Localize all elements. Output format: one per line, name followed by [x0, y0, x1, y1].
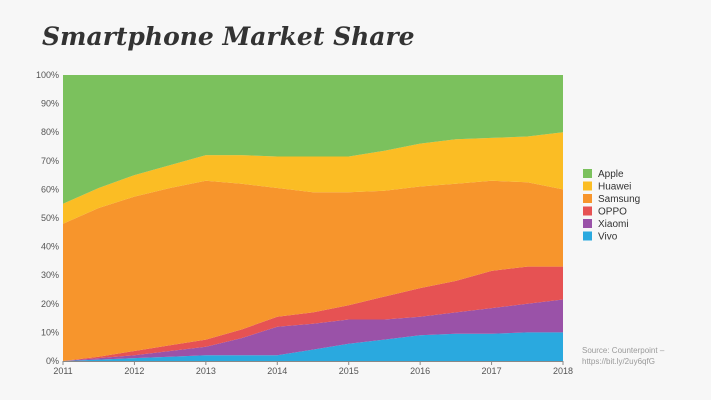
legend-swatch-samsung [583, 194, 592, 203]
y-tick-label: 70% [41, 156, 59, 166]
legend-label-oppo: OPPO [598, 207, 627, 218]
area-oppo [63, 266, 563, 361]
x-tick-label: 2013 [196, 366, 216, 376]
x-tick-label: 2011 [53, 366, 72, 376]
y-axis: 0% 10% 20% 30% 40% 50% 60% 70% 80% 90% 100% [36, 70, 59, 366]
legend-label-apple: Apple [598, 169, 624, 180]
y-tick-label: 90% [41, 99, 59, 109]
area-layers [63, 75, 563, 361]
y-tick-label: 20% [41, 299, 59, 309]
x-tick-label: 2015 [339, 366, 359, 376]
y-tick-label: 10% [41, 327, 59, 337]
area-vivo [63, 332, 563, 361]
legend-swatch-huawei [583, 181, 592, 191]
x-axis: 2011 2012 2013 2014 2015 2016 2017 2018 [53, 361, 573, 376]
legend-swatch-apple [583, 169, 592, 178]
area-samsung [63, 180, 563, 361]
legend-swatch-xiaomi [583, 219, 592, 228]
y-tick-label: 0% [46, 356, 59, 366]
legend-swatch-vivo [583, 231, 592, 241]
x-tick-label: 2018 [553, 366, 573, 376]
x-tick-label: 2014 [267, 366, 287, 376]
y-tick-label: 40% [41, 242, 59, 252]
area-apple [63, 75, 563, 204]
x-tick-label: 2017 [482, 366, 502, 376]
legend-label-xiaomi: Xiaomi [598, 219, 629, 230]
chart-title: Smartphone Market Share [42, 22, 415, 51]
x-tick-label: 2016 [410, 366, 430, 376]
y-tick-label: 100% [36, 70, 59, 80]
legend-label-samsung: Samsung [598, 194, 640, 205]
area-huawei [63, 132, 563, 224]
y-tick-label: 30% [41, 270, 59, 280]
y-tick-label: 60% [41, 184, 59, 194]
y-tick-label: 50% [41, 213, 59, 223]
x-tick-label: 2012 [124, 366, 144, 376]
legend-label-huawei: Huawei [598, 182, 631, 193]
legend-label-vivo: Vivo [598, 232, 618, 243]
area-xiaomi [63, 299, 563, 361]
y-tick-label: 80% [41, 127, 59, 137]
source-note: Source: Counterpoint – https://bit.ly/2u… [582, 346, 665, 366]
legend-swatch-oppo [583, 206, 592, 216]
